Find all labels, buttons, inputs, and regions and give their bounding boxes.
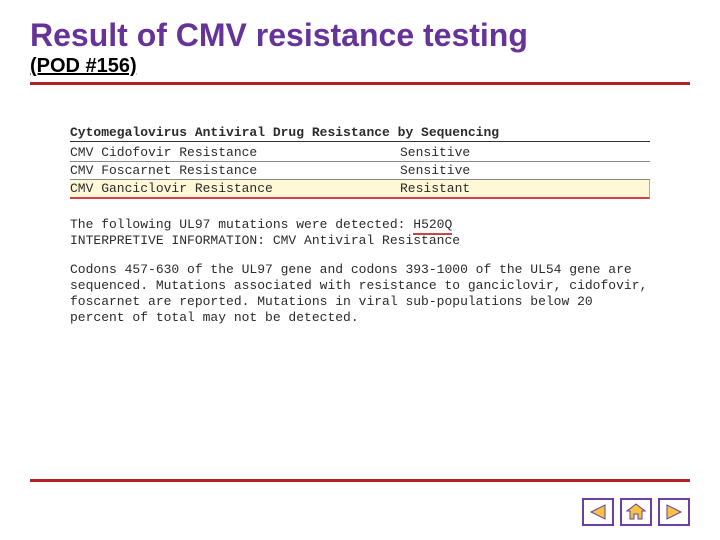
report-header: Cytomegalovirus Antiviral Drug Resistanc…	[70, 125, 650, 142]
arrow-left-icon	[589, 504, 607, 520]
result-label: CMV Ganciclovir Resistance	[70, 181, 400, 196]
prev-button[interactable]	[582, 498, 614, 526]
result-value: Sensitive	[400, 163, 650, 178]
mutation-line: The following UL97 mutations were detect…	[70, 217, 650, 250]
footer-text: Codons 457-630 of the UL97 gene and codo…	[70, 262, 650, 327]
result-value: Sensitive	[400, 145, 650, 160]
divider-bottom	[30, 479, 690, 482]
home-icon	[626, 503, 646, 521]
table-row: CMV Foscarnet Resistance Sensitive	[70, 162, 650, 180]
nav-controls	[582, 498, 690, 526]
report-block: Cytomegalovirus Antiviral Drug Resistanc…	[30, 125, 690, 327]
table-row-highlighted: CMV Ganciclovir Resistance Resistant	[70, 180, 650, 199]
result-value: Resistant	[400, 181, 649, 196]
result-label: CMV Foscarnet Resistance	[70, 163, 400, 178]
arrow-right-icon	[665, 504, 683, 520]
divider-top	[30, 82, 690, 85]
page-title: Result of CMV resistance testing	[30, 18, 690, 53]
home-button[interactable]	[620, 498, 652, 526]
page-subtitle: (POD #156)	[30, 55, 690, 78]
table-row: CMV Cidofovir Resistance Sensitive	[70, 144, 650, 162]
interpretive-line: INTERPRETIVE INFORMATION: CMV Antiviral …	[70, 233, 460, 248]
next-button[interactable]	[658, 498, 690, 526]
mutation-prefix: The following UL97 mutations were detect…	[70, 217, 413, 232]
report-notes: The following UL97 mutations were detect…	[70, 217, 650, 327]
result-label: CMV Cidofovir Resistance	[70, 145, 400, 160]
